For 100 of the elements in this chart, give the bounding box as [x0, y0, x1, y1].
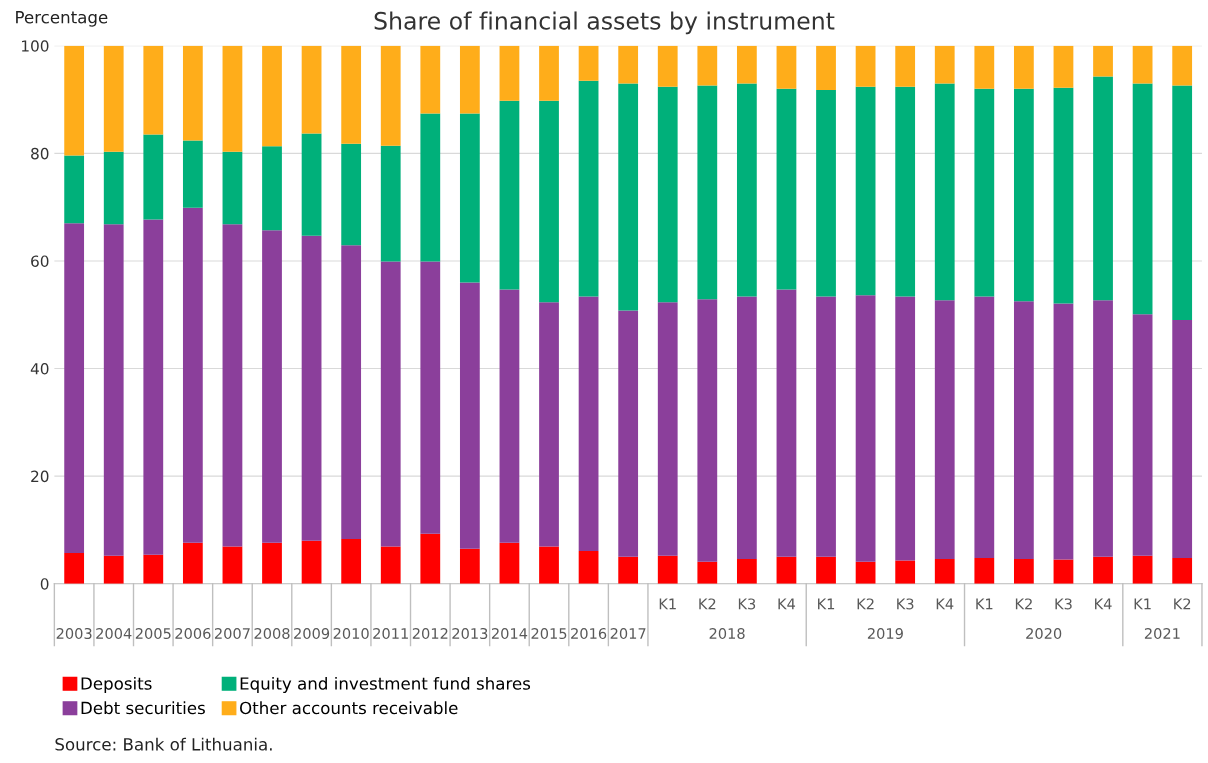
bar	[736, 558, 757, 584]
bar	[301, 45, 322, 134]
bar	[499, 542, 520, 584]
bar	[1093, 76, 1113, 301]
x-tick-label: K4	[1095, 598, 1112, 610]
bar	[895, 86, 916, 297]
legend-label: Other accounts receivable	[240, 701, 458, 715]
bar	[64, 553, 85, 584]
bar	[855, 45, 876, 87]
bar	[934, 83, 955, 301]
x-tick-label: K4	[778, 598, 796, 610]
bar	[1013, 301, 1034, 559]
y-tick-label: 60	[31, 255, 49, 267]
bar	[420, 533, 441, 584]
x-tick-label: K3	[738, 598, 756, 610]
bar	[380, 546, 401, 584]
bar	[697, 561, 718, 584]
bar	[578, 45, 599, 81]
x-tick-label: K3	[897, 598, 914, 610]
text: 2020	[1026, 628, 1062, 640]
bar	[301, 133, 322, 236]
y-tick-label: 80	[31, 147, 49, 160]
bar	[657, 45, 678, 87]
bar	[539, 45, 559, 101]
bar	[816, 45, 836, 90]
y-tick-label: 20	[31, 470, 49, 483]
x-tick-label: K2	[1174, 598, 1191, 610]
bar	[1093, 300, 1113, 557]
x-tick-label: K1	[976, 598, 993, 610]
text: 2019	[867, 628, 903, 640]
bar	[64, 223, 85, 554]
x-tick-label: 2017	[610, 628, 646, 640]
bar	[103, 555, 124, 584]
text: 2021	[1144, 628, 1180, 640]
x-tick-label: 2006	[175, 628, 211, 640]
x-tick-label: 2003	[56, 628, 92, 640]
x-tick-label: K1	[659, 598, 676, 610]
bar	[182, 45, 203, 141]
bar	[816, 296, 836, 557]
x-tick-label: 2011	[373, 628, 408, 640]
bar	[1053, 87, 1074, 304]
bar	[816, 556, 836, 584]
bar	[736, 296, 757, 559]
bar	[459, 45, 480, 114]
bar	[618, 45, 639, 84]
chart-title: Share of financial assets by instrument	[374, 11, 835, 35]
y-tick-label: 100	[22, 40, 49, 52]
bar	[1093, 556, 1113, 584]
bar	[499, 45, 520, 101]
bar	[776, 88, 797, 290]
bar	[1132, 555, 1153, 584]
x-tick-label: 2010	[333, 628, 369, 640]
x-tick-label: K4	[936, 598, 954, 610]
x-tick-label: 2004	[96, 628, 132, 640]
bar	[262, 542, 282, 584]
x-tick-label: 2015	[531, 628, 567, 640]
bar	[1132, 45, 1153, 84]
bar	[618, 83, 639, 311]
bar	[380, 261, 401, 547]
bar	[143, 134, 164, 220]
x-tick-label: K1	[818, 598, 835, 610]
bar	[499, 289, 520, 543]
bar	[341, 45, 362, 144]
bar	[420, 261, 441, 534]
source-note: Source: Bank of Lithuania.	[55, 737, 272, 751]
bar	[657, 86, 678, 303]
bar	[855, 86, 876, 296]
bar	[1013, 45, 1034, 89]
bar	[1053, 559, 1074, 584]
bar	[459, 548, 480, 584]
x-tick-label: K2	[857, 598, 874, 610]
bar	[459, 282, 480, 549]
bar	[776, 556, 797, 584]
x-tick-label: 2009	[294, 628, 330, 640]
bar	[182, 207, 203, 543]
bar	[736, 45, 757, 84]
bar	[341, 143, 362, 246]
bar	[736, 83, 757, 297]
bar	[103, 45, 124, 152]
y-tick-label: 0	[40, 578, 49, 590]
bar	[1013, 558, 1034, 584]
bar	[974, 45, 995, 89]
bar	[539, 302, 559, 547]
bar	[64, 45, 85, 156]
bar	[222, 151, 243, 225]
x-tick-label: 2008	[254, 628, 290, 640]
bar	[974, 557, 995, 584]
bar	[301, 235, 322, 541]
bar	[1013, 88, 1034, 302]
bar	[103, 151, 124, 225]
bar	[262, 45, 282, 147]
bar	[182, 542, 203, 584]
bar	[895, 45, 916, 87]
bar	[420, 45, 441, 114]
bar	[697, 45, 718, 86]
legend-label: Equity and investment fund shares	[240, 676, 531, 694]
x-tick-label: 2007	[214, 628, 250, 640]
bar	[895, 560, 916, 584]
bar	[143, 219, 164, 555]
bar	[64, 155, 85, 224]
